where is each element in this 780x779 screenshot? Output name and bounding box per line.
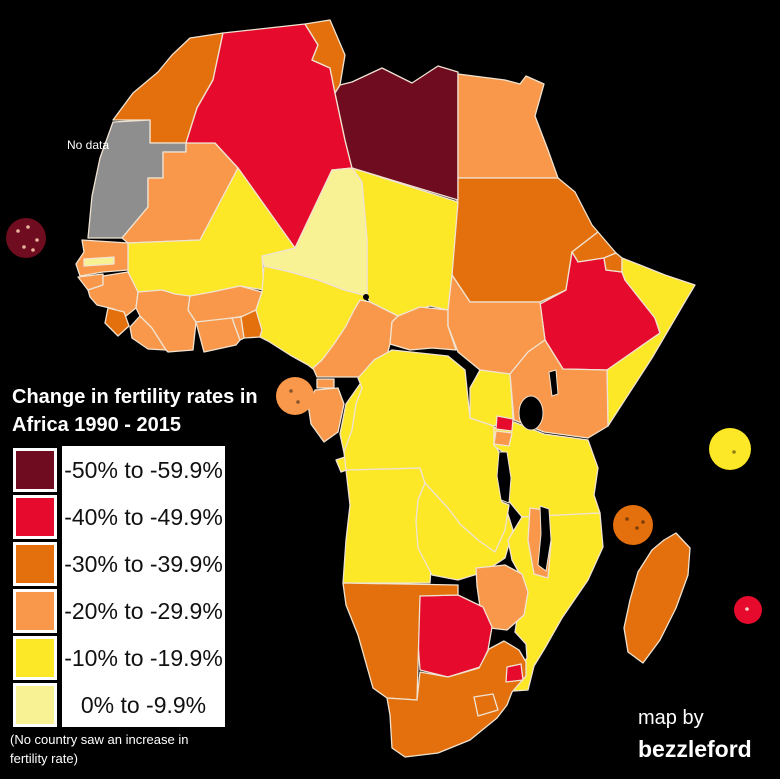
island-speck [16,229,20,233]
country-civoire [135,289,197,353]
island-speck [641,520,645,524]
legend-footnote: (No country saw an increase in fertility… [10,730,188,768]
island-speck [635,526,639,530]
country-tanzania [493,421,601,518]
lake-chad [363,294,369,300]
legend-row: -40% to -49.9% [13,495,225,539]
lake-malawi [537,505,552,572]
island-speck [745,607,749,611]
country-drc [343,349,510,553]
country-egypt [457,73,559,179]
country-madagascar [623,532,691,664]
credit-author: bezzleford [638,736,752,762]
island-speck [35,238,39,242]
legend-row: -20% to -29.9% [13,589,225,633]
lake-tanganyika [496,451,512,504]
title-line-2: Africa 1990 - 2015 [12,414,182,436]
island-comoros [613,505,653,545]
island-speck [26,225,30,229]
island-speck [31,248,35,252]
footnote-line-2: fertility rate) [10,751,78,766]
legend-swatch-40-49 [13,495,57,539]
legend-background [62,446,225,727]
credit-line-1: map by [638,707,704,729]
legend-row: -30% to -39.9% [13,542,225,586]
island-speck [289,389,293,393]
map-credit: map by bezzleford [638,704,752,766]
lake-victoria [518,395,544,431]
legend-label: -40% to -49.9% [64,503,223,530]
legend-row: -50% to -59.9% [13,448,225,492]
legend-swatch-30-39 [13,542,57,586]
country-safrica [386,640,527,758]
country-eqguinea [316,378,335,389]
legend-label: -20% to -29.9% [64,597,223,624]
country-gambia [83,256,115,267]
legend-label: -50% to -59.9% [64,456,223,483]
lake-turkana [548,369,559,397]
country-lesotho [473,693,499,717]
page-title: Change in fertility rates in Africa 1990… [12,383,258,439]
island-speck [296,400,300,404]
legend-row: 0% to -9.9% [13,683,225,727]
country-ghana [195,317,241,353]
country-burundi [493,430,513,447]
legend-swatch-20-29 [13,589,57,633]
country-eswatini [505,663,524,683]
legend-swatch-50-59 [13,448,57,492]
island-capeverde [6,218,46,258]
legend-swatch-10-19 [13,636,57,680]
country-rwanda [495,415,514,432]
footnote-line-1: (No country saw an increase in [10,732,189,747]
legend-swatch-0-9 [13,683,57,727]
island-seychelles [709,428,751,470]
island-speck [625,517,629,521]
title-line-1: Change in fertility rates in [12,386,258,408]
island-speck [22,245,26,249]
legend-label: 0% to -9.9% [80,691,207,718]
island-speck [732,450,736,454]
legend-row: -10% to -19.9% [13,636,225,680]
country-libya [334,65,459,201]
no-data-label: No data [67,138,110,152]
legend-label: -10% to -19.9% [64,644,223,671]
legend-label: -30% to -39.9% [64,550,223,577]
island-saotome [276,377,314,415]
country-zimbabwe [475,564,529,631]
country-sleone [104,307,130,337]
legend: -50% to -59.9% -40% to -49.9% -30% to -3… [13,448,225,727]
